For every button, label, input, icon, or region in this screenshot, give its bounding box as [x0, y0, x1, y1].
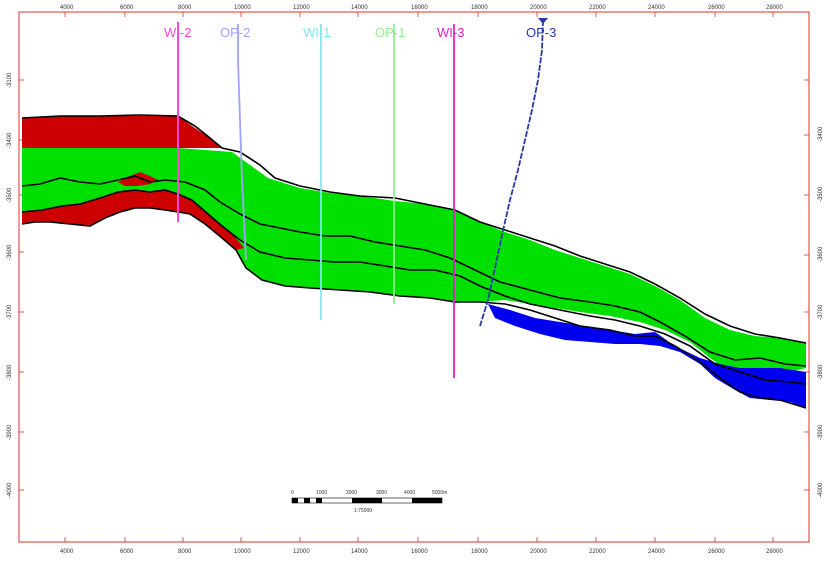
well-label: WI-1 — [303, 25, 330, 40]
oil-zone — [22, 148, 806, 378]
scale-bar: 0 1000 2000 3000 4000 5000m 1:75000 — [291, 490, 447, 514]
well-label: OP-2 — [220, 25, 250, 40]
y-tick-label: -4000 — [818, 482, 824, 498]
x-tick-label: 28000 — [766, 5, 783, 11]
x-tick-label: 20000 — [530, 549, 547, 555]
x-tick-label: 10000 — [234, 5, 251, 11]
x-tick-label: 22000 — [589, 5, 606, 11]
x-tick-label: 18000 — [471, 5, 488, 11]
x-tick-label: 4000 — [60, 549, 74, 555]
x-tick-label: 20000 — [530, 5, 547, 11]
y-tick-label: -3100 — [7, 72, 13, 88]
base-horizon — [21, 207, 807, 409]
x-tick-label: 10000 — [234, 549, 251, 555]
well-label: OP-3 — [526, 25, 556, 40]
well-trajectory-icon[interactable]: WI-3 — [437, 24, 464, 378]
horizon-lines — [21, 114, 807, 409]
well-trajectory-icon[interactable]: OP-2 — [220, 24, 250, 261]
top-horizon — [21, 114, 807, 344]
x-axis-bottom-labels: 4000 6000 8000 10000 12000 14000 16000 1… — [60, 549, 783, 555]
x-tick-label: 16000 — [411, 549, 428, 555]
gas-zone — [118, 172, 158, 186]
x-tick-label: 8000 — [178, 549, 192, 555]
y-tick-label: -3400 — [818, 126, 824, 142]
x-tick-label: 28000 — [766, 549, 783, 555]
y-tick-label: -3900 — [7, 424, 13, 440]
scale-ratio-label: 1:75000 — [354, 508, 372, 514]
x-axis-top-labels: 4000 6000 8000 10000 12000 14000 16000 1… — [60, 5, 783, 11]
x-tick-label: 12000 — [293, 5, 310, 11]
x-tick-label: 8000 — [178, 5, 192, 11]
y-tick-label: -3400 — [7, 132, 13, 148]
scale-bar-tick-label: 2000 — [346, 490, 357, 496]
y-tick-label: -3800 — [818, 364, 824, 380]
scale-bar-tick-label: 4000 — [404, 490, 415, 496]
y-tick-label: -3900 — [818, 424, 824, 440]
y-tick-label: -3700 — [7, 304, 13, 320]
scale-bar-tick-label: 1000 — [316, 490, 327, 496]
well-label: WI-2 — [164, 25, 191, 40]
x-tick-label: 12000 — [293, 549, 310, 555]
x-axis-bottom-ticks — [64, 537, 774, 542]
well-trajectory-icon[interactable]: WI-1 — [303, 24, 330, 320]
y-tick-label: -3500 — [818, 186, 824, 202]
y-axis-left: -3100 -3400 -3500 -3600 -3700 -3800 -390… — [7, 72, 24, 498]
x-tick-label: 14000 — [351, 549, 368, 555]
x-tick-label: 6000 — [120, 549, 134, 555]
wells: WI-2 OP-2 WI-1 OP-1 WI-3 OP-3 — [164, 18, 556, 378]
x-tick-label: 22000 — [589, 549, 606, 555]
scale-bar-tick-label: 5000m — [432, 490, 447, 496]
horizon-2 — [21, 175, 807, 367]
y-tick-label: -3600 — [818, 246, 824, 262]
y-axis-right: -3400 -3500 -3600 -3700 -3800 -3900 -400… — [804, 79, 824, 498]
x-tick-label: 4000 — [60, 5, 74, 11]
well-label: WI-3 — [437, 25, 464, 40]
x-tick-label: 18000 — [471, 549, 488, 555]
y-tick-label: -3500 — [7, 187, 13, 203]
x-tick-label: 26000 — [708, 549, 725, 555]
horizon-3 — [21, 189, 807, 385]
well-trajectory-icon[interactable]: WI-2 — [164, 22, 191, 222]
x-axis-top-ticks — [64, 12, 774, 17]
gas-zone — [22, 116, 222, 148]
y-tick-label: -4000 — [7, 482, 13, 498]
y-tick-label: -3600 — [7, 244, 13, 260]
well-trajectory-icon[interactable]: OP-3 — [479, 18, 556, 327]
x-tick-label: 26000 — [708, 5, 725, 11]
x-tick-label: 24000 — [648, 5, 665, 11]
x-tick-label: 6000 — [120, 5, 134, 11]
x-tick-label: 14000 — [351, 5, 368, 11]
y-tick-label: -3800 — [7, 364, 13, 380]
x-tick-label: 24000 — [648, 549, 665, 555]
scale-bar-tick-label: 0 — [291, 490, 294, 496]
well-trajectory-icon[interactable]: OP-1 — [375, 24, 405, 304]
y-tick-label: -3700 — [818, 304, 824, 320]
well-label: OP-1 — [375, 25, 405, 40]
scale-bar-tick-label: 3000 — [376, 490, 387, 496]
x-tick-label: 16000 — [411, 5, 428, 11]
